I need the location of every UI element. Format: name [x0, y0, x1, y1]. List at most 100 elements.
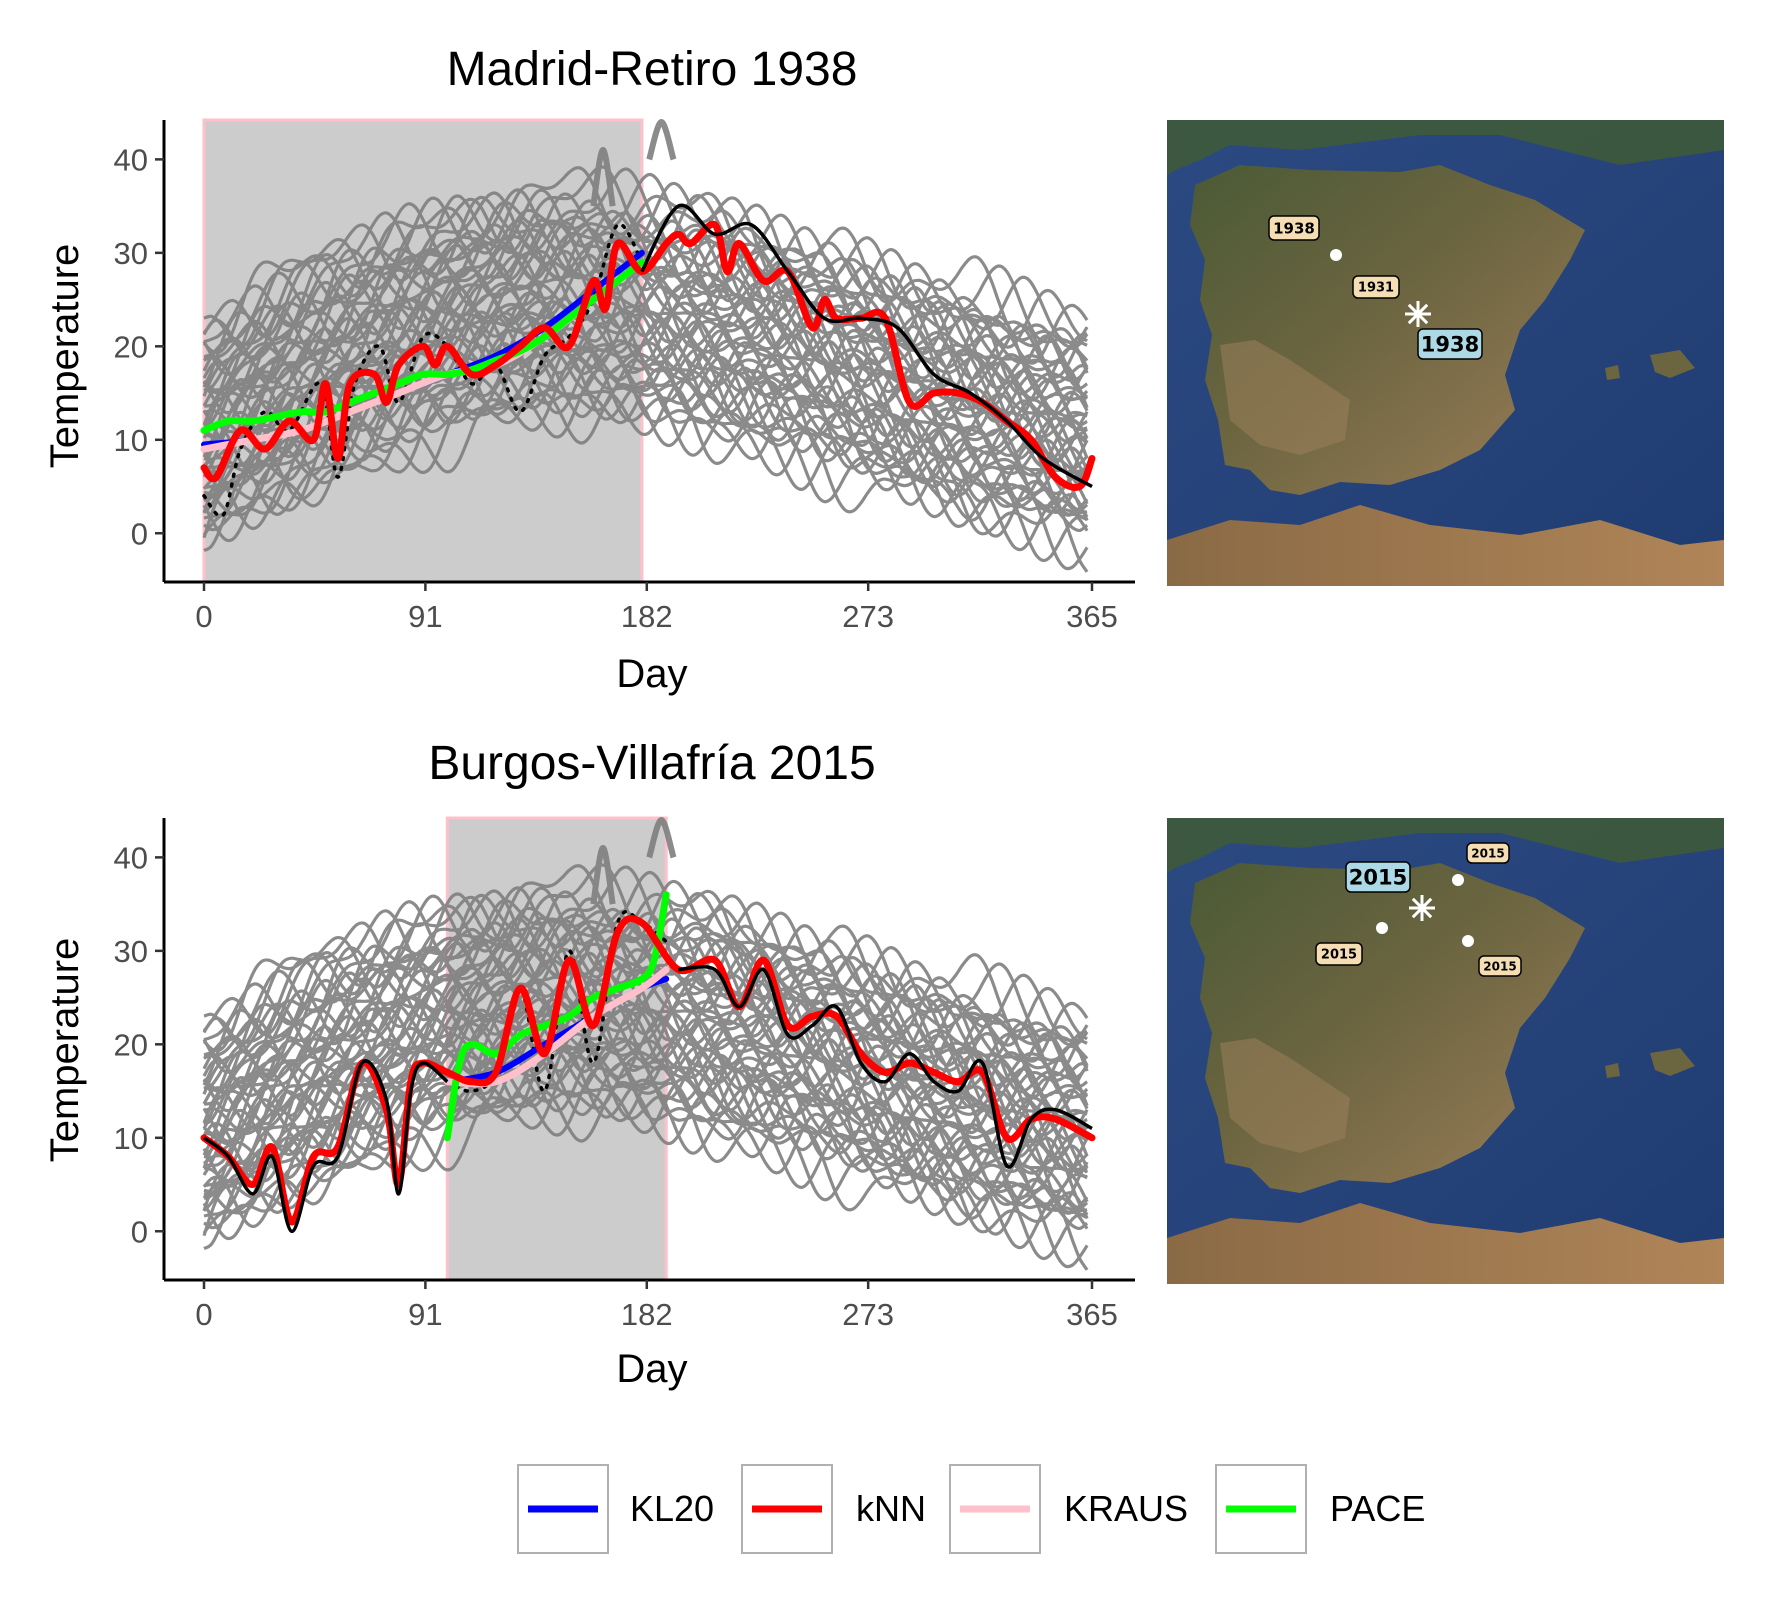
background-curve	[203, 995, 1089, 1201]
chart-panel-madrid: Madrid-Retiro 1938 0 91 182 273 365 0 10 20 30 40…	[43, 43, 1135, 696]
legend-item-pace: PACE	[1215, 1464, 1425, 1554]
legend-label: KL20	[630, 1488, 714, 1529]
x-tick-label: 182	[621, 1297, 673, 1332]
africa-landmass	[1167, 505, 1724, 586]
legend-item-knn: kNN	[741, 1464, 926, 1554]
land-texture	[1220, 340, 1350, 455]
station-dot	[1376, 922, 1388, 934]
plot-area: 0 91 182 273 365 0 10 20 30 40	[114, 118, 1135, 634]
background-curve	[203, 172, 1088, 349]
background-curve	[203, 297, 1089, 503]
background-curve	[202, 348, 1088, 563]
x-tick-label: 365	[1066, 599, 1118, 634]
map-iberia-2015: 2015 2015 2015 2015	[1167, 818, 1724, 1284]
map-label-box	[1268, 215, 1320, 241]
y-tick-label: 20	[114, 329, 148, 364]
map-label-box	[1417, 328, 1483, 360]
background-curve	[203, 221, 1089, 428]
background-curve	[202, 166, 1089, 355]
map-label-text: 2015	[1483, 959, 1516, 973]
x-axis-title: Day	[616, 652, 687, 696]
observed-line	[678, 965, 1093, 1169]
target-station-star	[1411, 897, 1433, 919]
y-axis-title: Temperature	[43, 244, 87, 469]
legend-label: kNN	[856, 1488, 926, 1529]
series-line-pace	[200, 258, 646, 434]
background-curve	[203, 192, 1089, 392]
background-curve	[202, 864, 1089, 1053]
map-label-box	[1466, 842, 1510, 864]
station-dot	[1452, 874, 1464, 886]
x-tick-label: 91	[408, 1297, 442, 1332]
x-tick-label: 0	[195, 599, 212, 634]
background-curve	[202, 925, 1088, 1125]
island	[1605, 1063, 1620, 1078]
map-label-box	[1352, 275, 1400, 299]
map-labels: 2015 2015 2015 2015	[1315, 842, 1522, 977]
land-texture	[1220, 1038, 1350, 1153]
background-curve	[202, 892, 1089, 1088]
background-curve	[203, 1041, 1088, 1250]
france-landmass	[1167, 818, 1724, 873]
background-curve	[646, 816, 677, 859]
map-label-text: 2015	[1471, 846, 1504, 860]
background-curve	[203, 863, 1089, 1060]
background-curve	[203, 870, 1088, 1047]
legend-item-kl20: KL20	[517, 1464, 714, 1554]
y-tick-label: 30	[114, 934, 148, 969]
x-tick-label: 365	[1066, 1297, 1118, 1332]
map-label-box	[1345, 861, 1411, 893]
legend: KL20 kNN KRAUS PACE	[517, 1464, 1425, 1554]
y-tick-label: 20	[114, 1027, 148, 1062]
background-curve	[202, 865, 1088, 1045]
france-landmass	[1167, 120, 1724, 175]
background-curve	[203, 307, 1089, 474]
y-tick-label: 40	[114, 840, 148, 875]
island	[1650, 1048, 1695, 1076]
y-tick-label: 40	[114, 142, 148, 177]
legend-label: KRAUS	[1064, 1488, 1188, 1529]
map-label-box	[1315, 942, 1363, 966]
map-label-text: 1938	[1421, 333, 1479, 357]
y-tick-label: 0	[131, 516, 148, 551]
map-label-text: 1938	[1273, 219, 1315, 237]
island	[1650, 350, 1695, 378]
chart-title: Burgos-Villafría 2015	[428, 737, 875, 790]
chart-panel-burgos: Burgos-Villafría 2015 0 91 182 273 365 0 10 20 3…	[43, 737, 1135, 1391]
background-curve	[202, 181, 1089, 372]
station-dot	[1330, 249, 1342, 261]
observed-line	[640, 203, 1093, 489]
x-tick-label: 182	[621, 599, 673, 634]
legend-item-kraus: KRAUS	[949, 1464, 1188, 1554]
x-tick-label: 273	[842, 599, 894, 634]
x-tick-label: 273	[842, 1297, 894, 1332]
target-station-star	[1407, 303, 1429, 325]
background-curve	[202, 194, 1089, 390]
y-tick-label: 0	[131, 1214, 148, 1249]
island	[1605, 365, 1620, 380]
chart-title: Madrid-Retiro 1938	[447, 43, 858, 96]
background-curve	[203, 890, 1089, 1090]
map-iberia-1938: 1938 1931 1938	[1167, 120, 1724, 586]
background-curve	[202, 1046, 1088, 1261]
map-label-text: 2015	[1349, 866, 1407, 890]
plot-area: 0 91 182 273 365 0 10 20 30 40	[114, 816, 1135, 1332]
background-curve	[203, 343, 1088, 552]
y-tick-label: 10	[114, 423, 148, 458]
background-curve	[203, 251, 1089, 439]
background-curve	[203, 165, 1089, 362]
series-line-knn	[200, 220, 1096, 491]
background-curve	[590, 844, 616, 905]
y-tick-label: 30	[114, 236, 148, 271]
background-curve	[590, 146, 616, 207]
background-curve	[202, 167, 1088, 347]
map-label-text: 1931	[1358, 281, 1394, 296]
map-labels: 1938 1931 1938	[1268, 215, 1483, 360]
background-curve	[203, 1005, 1089, 1172]
map-label-text: 2015	[1321, 948, 1357, 963]
observed-line	[202, 1059, 449, 1234]
africa-landmass	[1167, 1203, 1724, 1284]
observed-hidden-line	[202, 222, 644, 518]
x-tick-label: 91	[408, 599, 442, 634]
